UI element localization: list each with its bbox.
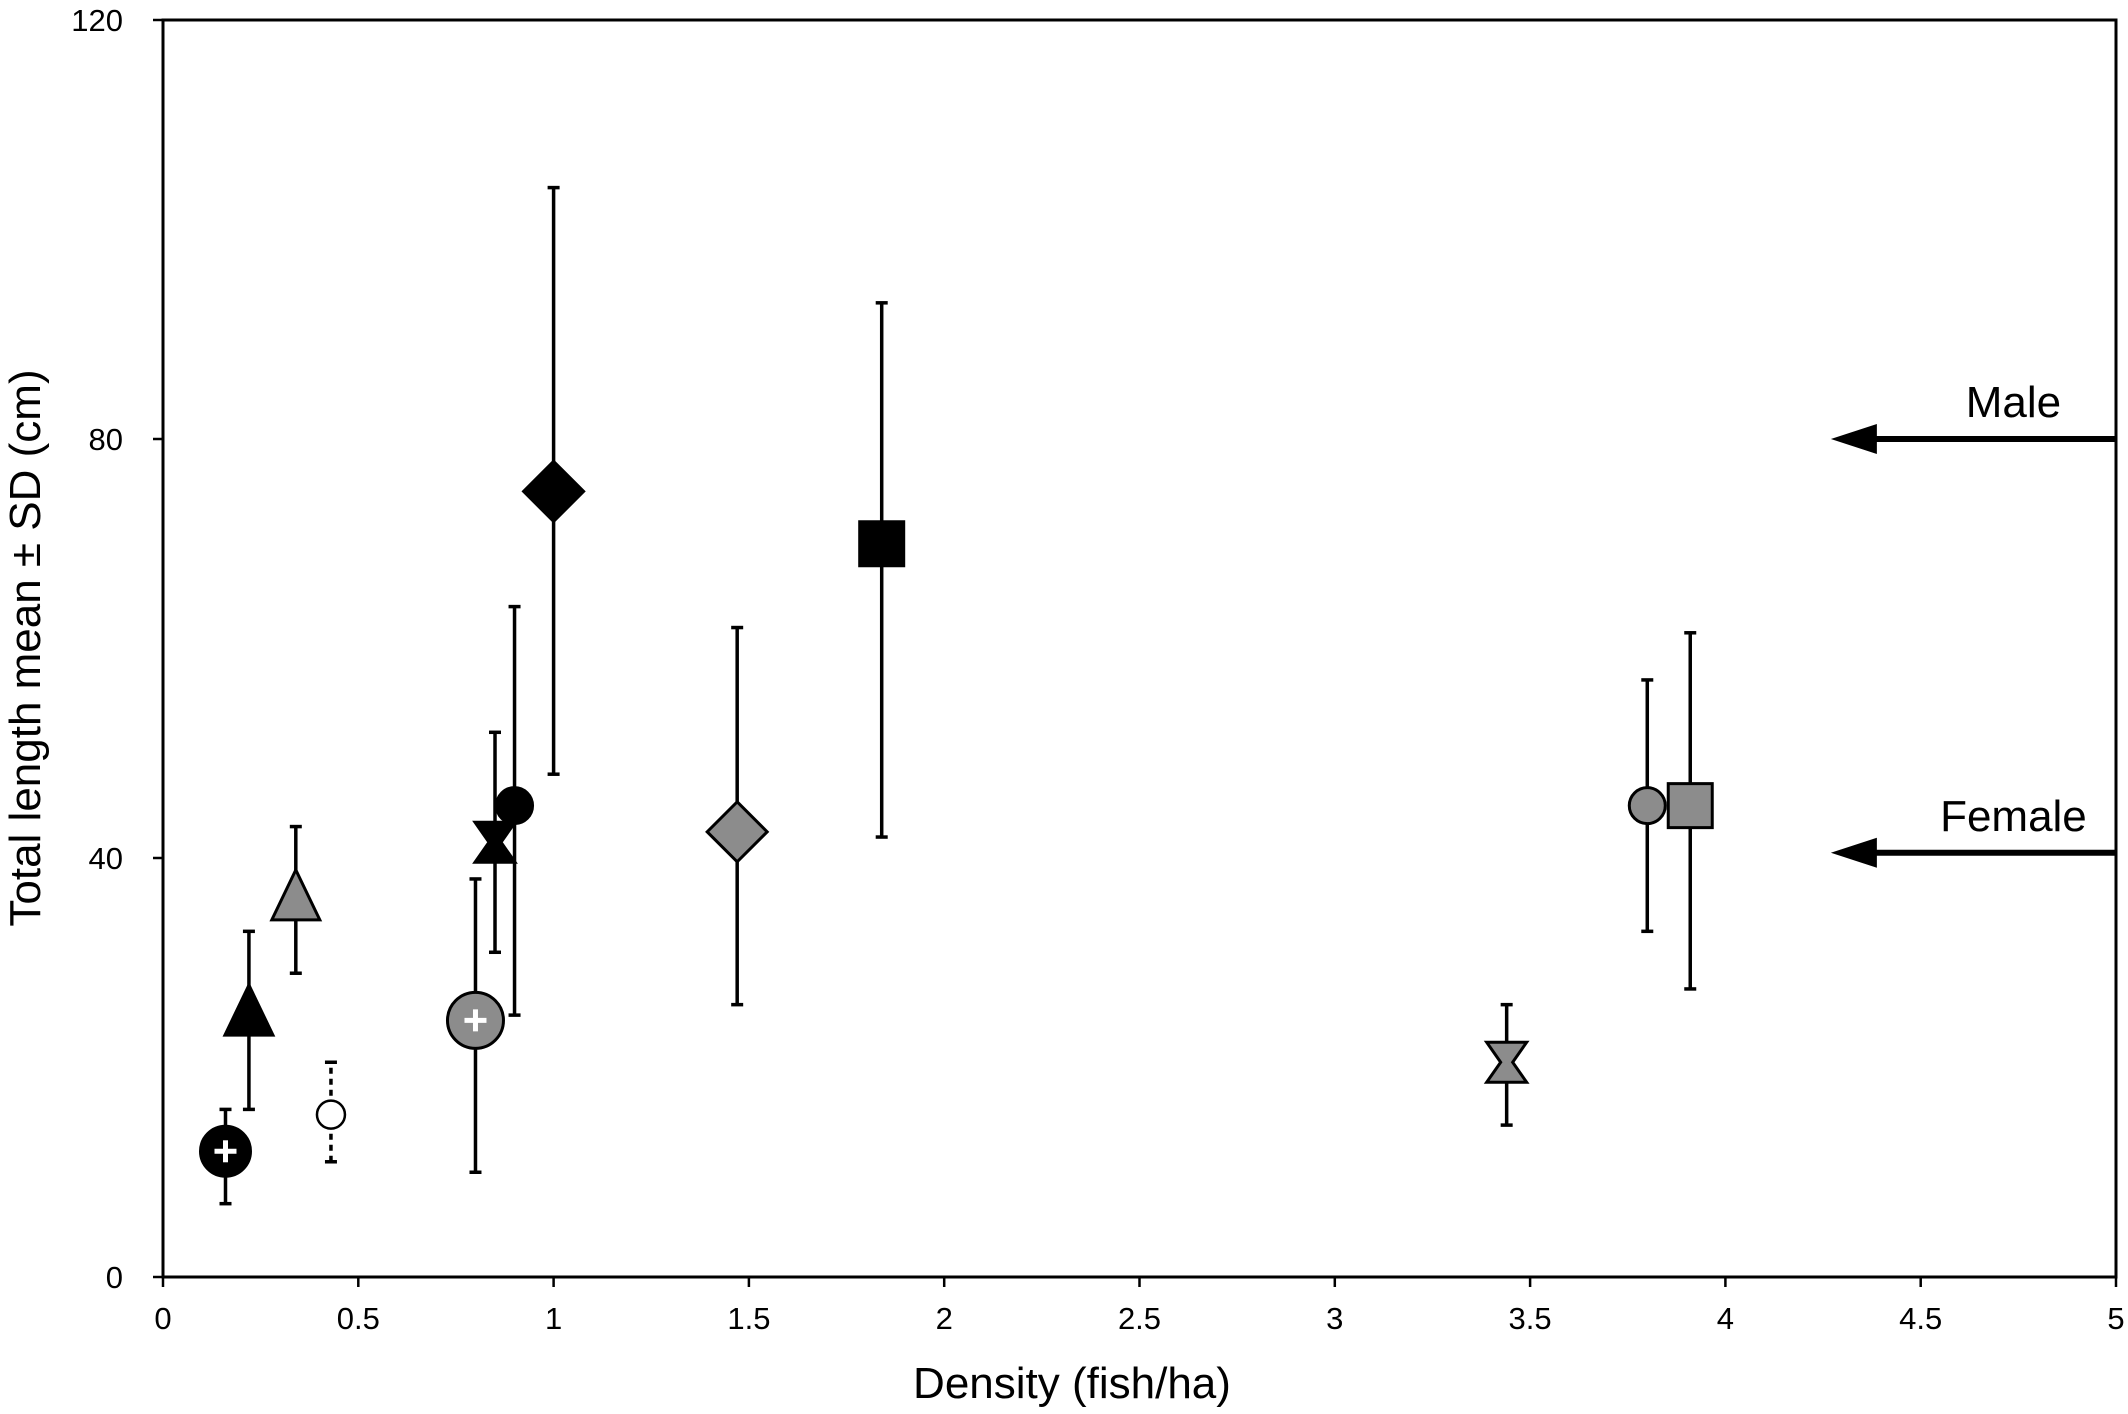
x-tick-label: 1 — [545, 1301, 562, 1336]
point-marker — [315, 1099, 347, 1130]
annotation-label-male: Male — [1966, 378, 2061, 427]
x-tick-label: 0 — [154, 1301, 171, 1336]
point-marker — [1627, 786, 1667, 826]
data-point — [1483, 1040, 1530, 1084]
data-point — [1627, 786, 1667, 826]
x-tick-label: 4 — [1717, 1301, 1734, 1336]
annotation-arrowhead — [1830, 424, 1877, 454]
x-axis: 0 0.5 1 1.5 2 2.5 3 3.5 4 4.5 5 — [154, 1277, 2125, 1336]
data-point — [1666, 782, 1714, 830]
data-point — [445, 990, 505, 1050]
y-tick-label: 120 — [71, 3, 123, 38]
plot-area — [161, 18, 2118, 1279]
point-marker — [222, 981, 276, 1037]
y-tick-label: 0 — [106, 1260, 123, 1295]
point-marker — [858, 520, 906, 568]
y-tick-label: 80 — [89, 422, 123, 457]
y-axis: 0 40 80 120 — [71, 3, 163, 1295]
x-tick-label: 3 — [1326, 1301, 1343, 1336]
data-point — [222, 981, 276, 1037]
data-point — [315, 1099, 347, 1130]
point-marker — [705, 799, 770, 864]
x-tick-label: 0.5 — [337, 1301, 380, 1336]
annotations: Male Female — [1830, 378, 2116, 868]
x-tick-label: 1.5 — [727, 1301, 770, 1336]
annotation-label-female: Female — [1940, 792, 2087, 841]
y-axis-title: Total length mean ± SD (cm) — [1, 369, 50, 926]
x-axis-title: Density (fish/ha) — [913, 1359, 1231, 1408]
x-tick-label: 2 — [936, 1301, 953, 1336]
error-bars — [219, 185, 1697, 1206]
point-marker — [521, 459, 586, 524]
data-point — [495, 786, 535, 826]
point-marker — [1666, 782, 1714, 830]
data-point — [269, 866, 323, 922]
point-marker — [1483, 1040, 1530, 1084]
data-point — [198, 1124, 252, 1178]
x-tick-label: 5 — [2107, 1301, 2124, 1336]
annotation-arrowhead — [1830, 837, 1877, 868]
data-point — [705, 799, 770, 864]
data-point — [521, 459, 586, 524]
x-tick-label: 2.5 — [1118, 1301, 1161, 1336]
point-marker — [472, 820, 518, 864]
data-point — [858, 520, 906, 568]
point-marker — [495, 786, 535, 826]
data-points — [198, 459, 1714, 1178]
x-tick-label: 3.5 — [1509, 1301, 1552, 1336]
data-point — [472, 820, 518, 864]
x-tick-label: 4.5 — [1899, 1301, 1942, 1336]
y-tick-label: 40 — [89, 841, 123, 876]
point-marker — [269, 866, 323, 922]
